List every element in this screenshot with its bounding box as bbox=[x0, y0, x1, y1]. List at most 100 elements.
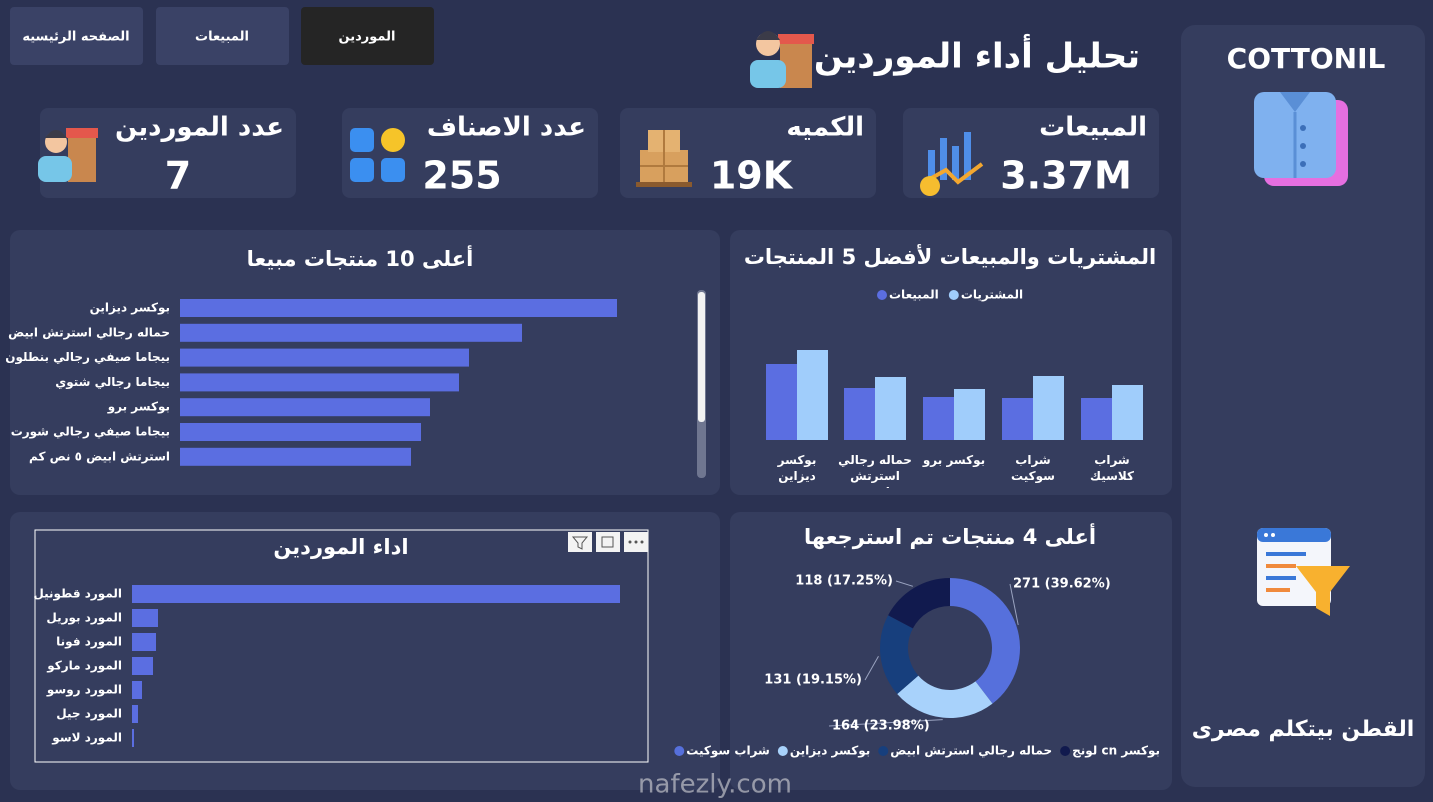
leader-line bbox=[828, 719, 943, 727]
category-label-box: شراب كلاسيك bbox=[1090, 453, 1134, 483]
shirt-icon bbox=[1254, 92, 1348, 186]
category-label: حماله رجالي استرتش اب... bbox=[838, 453, 912, 488]
category-label: بيجاما رجالي شتوي bbox=[55, 375, 170, 390]
legend-label: المبيعات bbox=[889, 288, 939, 302]
category-label: بوكسر برو bbox=[922, 453, 986, 467]
category-label: المورد لاسو bbox=[51, 731, 122, 746]
supplier-icon bbox=[750, 31, 814, 88]
bar bbox=[923, 397, 954, 440]
visual-header[interactable] bbox=[568, 532, 648, 552]
category-label: المورد بوريل bbox=[46, 611, 122, 626]
nav-label[interactable]: الموردين bbox=[339, 30, 396, 45]
sidebar bbox=[1181, 25, 1425, 787]
bar bbox=[132, 681, 142, 699]
categories-icon bbox=[350, 128, 405, 182]
filter-glyph bbox=[571, 536, 589, 550]
focus-button[interactable] bbox=[596, 532, 620, 552]
filter-icon bbox=[1257, 528, 1350, 616]
bar bbox=[1112, 385, 1143, 440]
leader-line bbox=[895, 580, 914, 587]
bar bbox=[180, 373, 459, 392]
chart-title: المشتريات والمبيعات لأفضل 5 المنتجات bbox=[744, 243, 1156, 269]
bar bbox=[1081, 398, 1112, 440]
leader-line bbox=[1009, 583, 1019, 626]
legend-marker bbox=[877, 290, 887, 300]
nav-label[interactable]: المبيعات bbox=[195, 30, 249, 45]
page-title: تحليل أداء الموردين bbox=[814, 34, 1140, 77]
category-label: استرتش ابيض ٥ نص كم bbox=[29, 449, 170, 463]
kpi-label: عدد الموردين bbox=[115, 113, 284, 143]
focus-glyph bbox=[601, 536, 614, 548]
chart-title: أعلى 4 منتجات تم استرجعها bbox=[804, 522, 1096, 549]
legend-label: لونج cn بوكسر bbox=[1072, 744, 1160, 759]
brand: COTTONIL bbox=[1227, 42, 1386, 75]
bar bbox=[954, 389, 985, 440]
category-label-box: بوكسر برو bbox=[922, 453, 986, 467]
bar bbox=[180, 398, 430, 417]
category-label: بيجاما صيفي رجالي بنطلون bbox=[5, 350, 170, 365]
filter-button[interactable] bbox=[568, 532, 592, 552]
data-label: 131 (19.15%) bbox=[764, 673, 862, 688]
bar bbox=[132, 585, 620, 603]
bar bbox=[766, 364, 797, 440]
kpi-card bbox=[342, 108, 598, 198]
legend-label: حماله رجالي استرتش ابيض bbox=[890, 744, 1052, 758]
nav-button[interactable] bbox=[156, 7, 289, 65]
bar bbox=[875, 377, 906, 440]
kpi-label: عدد الاصناف bbox=[427, 113, 586, 143]
kpi-label: الكميه bbox=[786, 113, 864, 143]
bar bbox=[844, 388, 875, 440]
category-label: المورد ماركو bbox=[46, 659, 122, 674]
bar bbox=[132, 729, 134, 747]
bar bbox=[180, 423, 421, 441]
donut-slice bbox=[897, 675, 993, 718]
legend-label: المشتريات bbox=[961, 288, 1023, 302]
chart-title: اداء الموردين bbox=[273, 535, 408, 559]
chart-title: أعلى 10 منتجات مبيعا bbox=[247, 244, 474, 271]
focus-frame bbox=[34, 529, 649, 763]
bar bbox=[180, 323, 522, 342]
category-label: المورد جيل bbox=[56, 707, 122, 722]
category-label: بوكسر ديزاين bbox=[90, 301, 170, 316]
category-label: شراب سوكيت bbox=[1011, 453, 1055, 483]
nav-label[interactable]: الصفحه الرئيسيه bbox=[22, 30, 129, 45]
legend-marker bbox=[674, 746, 685, 756]
kpi-value: 255 bbox=[422, 154, 501, 198]
legend-label: بوكسر ديزاين bbox=[790, 744, 870, 759]
data-label: 118 (17.25%) bbox=[795, 574, 893, 589]
bar bbox=[797, 350, 828, 440]
watermark: nafezly.com bbox=[638, 770, 792, 800]
kpi-value: 7 bbox=[165, 154, 191, 198]
bar bbox=[132, 657, 153, 675]
scroll-thumb[interactable] bbox=[698, 292, 705, 422]
legend-marker bbox=[777, 746, 788, 756]
legend-marker bbox=[948, 290, 959, 300]
kpi-label: المبيعات bbox=[1039, 113, 1147, 143]
kpi-value: 3.37M bbox=[1000, 154, 1132, 198]
category-label: بوكسر ديزاين bbox=[777, 453, 817, 483]
kpi-value: 19K bbox=[710, 154, 794, 198]
sales-icon bbox=[920, 132, 984, 196]
category-label-box: شراب سوكيت bbox=[1011, 453, 1055, 483]
data-label: 271 (39.62%) bbox=[1013, 577, 1111, 592]
leader-line bbox=[864, 656, 879, 681]
slogan: القطن بيتكلم مصرى bbox=[1192, 717, 1415, 742]
panel bbox=[730, 512, 1172, 790]
donut-slice bbox=[888, 578, 950, 629]
panel bbox=[10, 512, 720, 790]
category-label-box: حماله رجالي استرتش اب... bbox=[838, 453, 912, 488]
category-label: المورد روسو bbox=[46, 683, 122, 698]
nav-button[interactable] bbox=[10, 7, 143, 65]
nav-button[interactable] bbox=[301, 7, 434, 65]
donut-slice bbox=[880, 615, 919, 694]
legend-label: شراب سوكيت bbox=[686, 744, 770, 759]
bar bbox=[132, 609, 158, 627]
legend-marker bbox=[878, 746, 889, 756]
category-label: المورد فونا bbox=[56, 635, 122, 650]
quantity-icon bbox=[636, 130, 692, 187]
bar bbox=[180, 447, 411, 466]
category-label: حماله رجالي استرتش ابيض bbox=[8, 325, 170, 339]
category-label: شراب كلاسيك bbox=[1090, 453, 1134, 483]
data-label: 164 (23.98%) bbox=[832, 719, 930, 734]
